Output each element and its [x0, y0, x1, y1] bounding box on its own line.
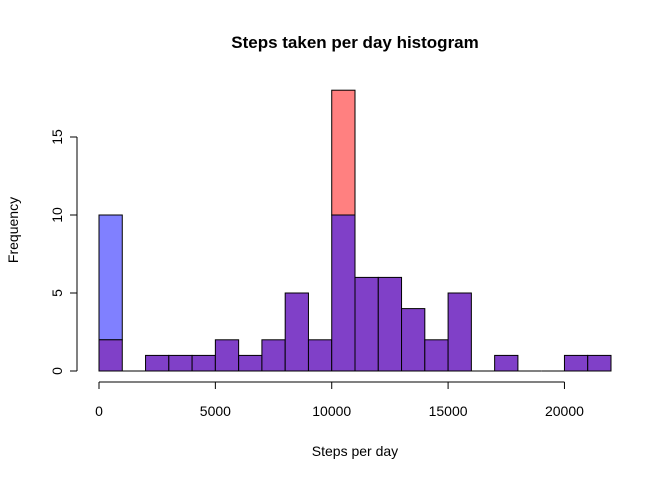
bar-overlap-9: [307, 339, 333, 372]
y-tick-label-0: 0: [49, 367, 65, 375]
x-tick-label-2: 10000: [312, 403, 351, 419]
bar-overlap-11: [354, 276, 379, 372]
bar-overlap-21: [587, 354, 612, 372]
y-tick-label-2: 10: [49, 207, 65, 223]
x-axis: 0 5000 10000 15000 20000: [95, 381, 584, 419]
bar-red-10: [331, 89, 356, 216]
y-tick-label-1: 5: [49, 289, 65, 297]
bars-group: [98, 89, 612, 372]
bar-overlap-12: [377, 276, 403, 372]
x-tick-label-3: 15000: [429, 403, 468, 419]
bar-overlap-2: [145, 354, 170, 372]
bar-overlap-3: [168, 354, 193, 372]
bar-overlap-14: [424, 339, 449, 372]
bar-overlap-15: [447, 292, 472, 372]
bar-overlap-0: [98, 339, 123, 372]
bar-overlap-13: [401, 308, 426, 372]
x-tick-label-4: 20000: [545, 403, 584, 419]
y-axis-label: Frequency: [5, 197, 21, 263]
x-axis-label: Steps per day: [312, 443, 398, 459]
bar-overlap-7: [261, 339, 286, 372]
y-axis: 0 5 10 15: [49, 129, 78, 375]
chart-title: Steps taken per day histogram: [231, 33, 479, 52]
bar-overlap-17: [494, 354, 519, 372]
x-tick-label-1: 5000: [200, 403, 231, 419]
bar-overlap-4: [191, 354, 216, 372]
y-tick-label-3: 15: [49, 129, 65, 145]
bar-blue-0: [98, 214, 123, 341]
bar-overlap-6: [238, 354, 263, 372]
bar-overlap-20: [563, 354, 589, 372]
bar-overlap-5: [214, 339, 240, 372]
bar-overlap-8: [284, 292, 309, 372]
bar-overlap-10: [331, 214, 356, 372]
x-tick-label-0: 0: [95, 403, 103, 419]
